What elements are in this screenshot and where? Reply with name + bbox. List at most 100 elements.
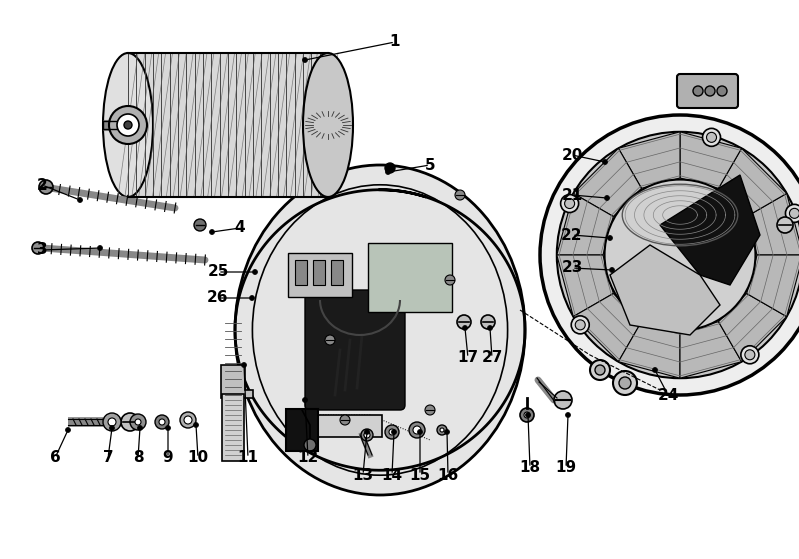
- Text: 19: 19: [555, 461, 577, 476]
- Circle shape: [389, 429, 395, 435]
- Circle shape: [209, 230, 214, 234]
- Polygon shape: [718, 148, 787, 216]
- Circle shape: [361, 429, 373, 441]
- Circle shape: [445, 275, 455, 285]
- Ellipse shape: [103, 53, 153, 197]
- Polygon shape: [574, 293, 642, 362]
- Circle shape: [571, 316, 589, 334]
- Circle shape: [745, 350, 755, 360]
- Polygon shape: [680, 321, 741, 378]
- Polygon shape: [557, 193, 614, 255]
- Circle shape: [121, 413, 139, 431]
- Circle shape: [340, 415, 350, 425]
- Circle shape: [566, 413, 570, 418]
- Polygon shape: [660, 175, 760, 285]
- Circle shape: [241, 362, 247, 367]
- Circle shape: [554, 391, 572, 409]
- Circle shape: [575, 320, 585, 330]
- Text: 15: 15: [409, 467, 431, 482]
- Circle shape: [109, 425, 114, 430]
- Text: 18: 18: [519, 461, 541, 476]
- Circle shape: [457, 315, 471, 329]
- FancyBboxPatch shape: [308, 415, 382, 437]
- Circle shape: [706, 132, 717, 143]
- Circle shape: [304, 439, 316, 451]
- Circle shape: [705, 86, 715, 96]
- Polygon shape: [618, 321, 680, 378]
- Text: 12: 12: [297, 451, 319, 466]
- Circle shape: [193, 423, 198, 428]
- Text: 14: 14: [381, 467, 403, 482]
- Circle shape: [565, 198, 574, 209]
- FancyBboxPatch shape: [286, 409, 318, 451]
- Circle shape: [130, 414, 146, 430]
- Circle shape: [607, 235, 613, 240]
- Text: 9: 9: [163, 451, 173, 466]
- Circle shape: [440, 428, 444, 432]
- Circle shape: [135, 419, 141, 425]
- Ellipse shape: [235, 165, 525, 495]
- Circle shape: [165, 425, 170, 430]
- Circle shape: [364, 429, 369, 434]
- Circle shape: [413, 426, 421, 434]
- Polygon shape: [618, 132, 680, 188]
- Circle shape: [159, 419, 165, 425]
- Circle shape: [425, 405, 435, 415]
- Circle shape: [325, 335, 335, 345]
- Circle shape: [602, 159, 607, 164]
- Text: 25: 25: [207, 264, 229, 280]
- Polygon shape: [718, 293, 787, 362]
- Polygon shape: [221, 365, 253, 398]
- Text: 27: 27: [481, 350, 503, 366]
- Circle shape: [741, 346, 759, 364]
- Polygon shape: [557, 255, 614, 316]
- FancyBboxPatch shape: [288, 253, 352, 297]
- FancyBboxPatch shape: [128, 53, 328, 197]
- Text: 8: 8: [133, 451, 143, 466]
- Circle shape: [418, 429, 423, 434]
- Text: 22: 22: [561, 228, 582, 243]
- Circle shape: [610, 268, 614, 272]
- Ellipse shape: [303, 53, 353, 197]
- Polygon shape: [747, 255, 799, 316]
- Circle shape: [619, 377, 631, 389]
- Circle shape: [137, 425, 142, 430]
- Circle shape: [693, 86, 703, 96]
- Text: 23: 23: [562, 260, 582, 276]
- Text: 6: 6: [50, 451, 61, 466]
- Circle shape: [595, 365, 605, 375]
- Circle shape: [385, 169, 391, 174]
- Text: 17: 17: [458, 350, 479, 366]
- Ellipse shape: [32, 242, 44, 254]
- Text: 2: 2: [37, 178, 47, 192]
- Polygon shape: [574, 148, 642, 216]
- Circle shape: [605, 179, 756, 330]
- Circle shape: [785, 205, 799, 222]
- Circle shape: [487, 325, 492, 330]
- Circle shape: [437, 425, 447, 435]
- Text: 10: 10: [188, 451, 209, 466]
- Circle shape: [481, 315, 495, 329]
- Circle shape: [777, 217, 793, 233]
- Circle shape: [702, 129, 721, 146]
- Circle shape: [303, 58, 308, 63]
- Text: 11: 11: [237, 451, 259, 466]
- Circle shape: [249, 296, 255, 301]
- Circle shape: [653, 367, 658, 372]
- FancyBboxPatch shape: [313, 260, 325, 285]
- Circle shape: [561, 195, 578, 212]
- Circle shape: [303, 397, 308, 402]
- FancyBboxPatch shape: [305, 290, 405, 410]
- Text: 16: 16: [437, 467, 459, 482]
- Circle shape: [520, 408, 534, 422]
- Ellipse shape: [557, 132, 799, 378]
- Polygon shape: [610, 245, 720, 335]
- Text: 24: 24: [658, 387, 678, 402]
- Circle shape: [108, 418, 116, 426]
- Ellipse shape: [117, 114, 139, 136]
- Text: 26: 26: [207, 291, 229, 306]
- Circle shape: [540, 115, 799, 395]
- Circle shape: [613, 371, 637, 395]
- Circle shape: [103, 413, 121, 431]
- Polygon shape: [747, 193, 799, 255]
